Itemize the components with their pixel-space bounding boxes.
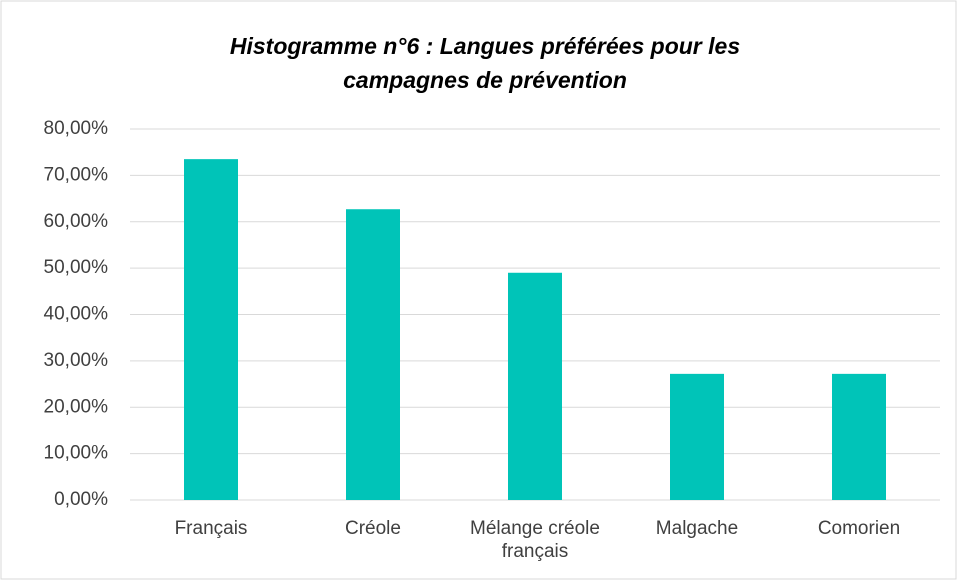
bar [670, 373, 724, 500]
y-tick-label: 50,00% [44, 257, 109, 278]
y-tick-label: 0,00% [54, 489, 108, 510]
chart-title: Histogramme n°6 : Langues préférées pour… [230, 33, 740, 59]
chart-title: campagnes de prévention [343, 67, 627, 93]
y-tick-label: 60,00% [44, 211, 109, 232]
y-tick-label: 80,00% [44, 118, 109, 139]
x-tick-label: Comorien [817, 518, 901, 539]
y-tick-label: 30,00% [44, 350, 109, 371]
y-tick-label: 70,00% [44, 164, 109, 185]
bar [346, 209, 400, 500]
y-tick-label: 20,00% [44, 396, 109, 417]
bar [508, 272, 562, 500]
y-tick-label: 10,00% [44, 443, 109, 464]
x-tick-label: Créole [345, 518, 401, 539]
bar [184, 159, 238, 501]
x-tick-label: Malgache [655, 518, 739, 539]
bar [832, 373, 886, 500]
x-tick-label: Mélange créole français [470, 518, 600, 562]
y-tick-label: 40,00% [44, 304, 109, 325]
x-tick-label: Français [174, 518, 248, 539]
